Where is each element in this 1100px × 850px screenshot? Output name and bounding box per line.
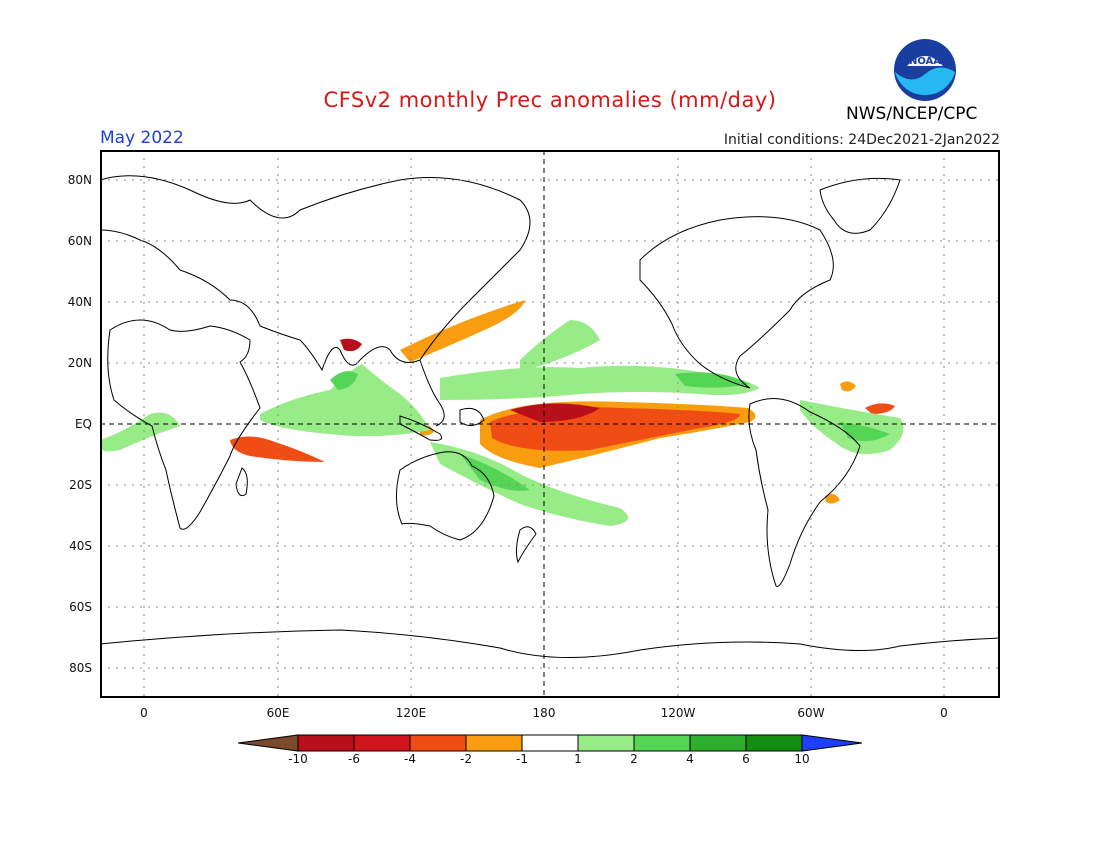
colorbar-swatch xyxy=(633,734,691,752)
colorbar xyxy=(238,734,862,752)
forecast-month: May 2022 xyxy=(100,128,184,148)
lat-label: 20N xyxy=(67,356,92,370)
lat-label: 40S xyxy=(69,539,92,553)
colorbar-tick-label: -1 xyxy=(516,752,528,766)
reference-lines xyxy=(100,150,1000,698)
colorbar-swatch xyxy=(409,734,467,752)
colorbar-tick-label: -10 xyxy=(288,752,308,766)
anomaly-shading xyxy=(100,300,904,526)
colorbar-swatch xyxy=(465,734,523,752)
colorbar-swatch xyxy=(689,734,747,752)
colorbar-swatch xyxy=(353,734,411,752)
lon-label: 180 xyxy=(532,706,556,720)
lat-label: 80N xyxy=(67,173,92,187)
colorbar-arrow-low xyxy=(238,734,299,752)
colorbar-tick-label: -6 xyxy=(348,752,360,766)
colorbar-swatch xyxy=(577,734,635,752)
colorbar-tick-label: 4 xyxy=(686,752,694,766)
precip-anomaly-map xyxy=(100,150,1000,698)
lat-label: 20S xyxy=(69,478,92,492)
colorbar-tick-label: -4 xyxy=(404,752,416,766)
lat-label: 60S xyxy=(69,600,92,614)
colorbar-tick-label: 1 xyxy=(574,752,582,766)
lon-label: 0 xyxy=(940,706,948,720)
colorbar-swatch xyxy=(521,734,579,752)
colorbar-swatch xyxy=(297,734,355,752)
colorbar-arrow-high xyxy=(801,734,862,752)
lon-label: 0 xyxy=(140,706,148,720)
lon-label: 120E xyxy=(395,706,427,720)
lon-label: 60E xyxy=(266,706,290,720)
lon-label: 60W xyxy=(797,706,825,720)
colorbar-tick-label: 10 xyxy=(794,752,810,766)
svg-text:NOAA: NOAA xyxy=(909,56,941,67)
initial-conditions: Initial conditions: 24Dec2021-2Jan2022 xyxy=(723,132,1000,148)
lon-label: 120W xyxy=(660,706,696,720)
lat-label: EQ xyxy=(74,417,92,431)
coastlines xyxy=(100,175,1000,658)
agency-label: NWS/NCEP/CPC xyxy=(846,104,978,124)
lat-label: 40N xyxy=(67,295,92,309)
noaa-logo-icon: NOAA xyxy=(894,39,956,101)
lat-label: 60N xyxy=(67,234,92,248)
colorbar-tick-label: 2 xyxy=(630,752,638,766)
colorbar-swatch xyxy=(745,734,803,752)
page-title: CFSv2 monthly Prec anomalies (mm/day) xyxy=(323,88,777,112)
lat-label: 80S xyxy=(69,661,92,675)
colorbar-tick-label: -2 xyxy=(460,752,472,766)
colorbar-tick-label: 6 xyxy=(742,752,750,766)
